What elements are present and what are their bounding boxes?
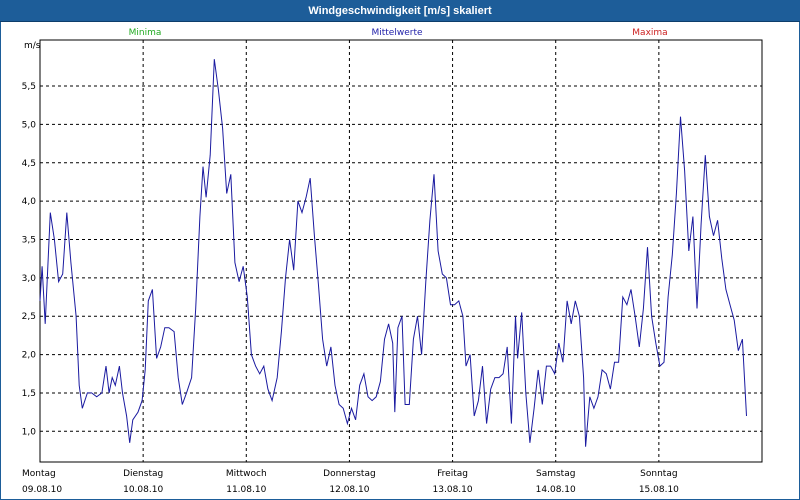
y-tick-label: 2,5 (22, 312, 36, 322)
plot-area (39, 39, 763, 463)
x-tick-date: 12.08.10 (329, 485, 369, 495)
y-tick-label: 5,5 (22, 82, 36, 92)
legend-maxima: Maxima (632, 28, 667, 38)
y-tick-label: 4,0 (22, 197, 37, 207)
x-tick-date: 09.08.10 (22, 485, 62, 495)
x-tick-date: 10.08.10 (123, 485, 163, 495)
x-tick-day: Sonntag (640, 469, 677, 479)
y-tick-labels: 1,0 1,5 2,0 2,5 3,0 3,5 4,0 4,5 5,0 5,5 (22, 82, 37, 437)
y-tick-label: 3,5 (22, 235, 36, 245)
x-tick-day: Mittwoch (226, 469, 267, 479)
x-tick-day: Dienstag (123, 469, 163, 479)
chart-title: Windgeschwindigkeit [m/s] skaliert (0, 0, 800, 22)
y-tick-label: 2,0 (22, 351, 37, 361)
x-tick-day: Freitag (437, 469, 468, 479)
x-tick-date: 15.08.10 (639, 485, 679, 495)
grid-lines (40, 40, 762, 462)
y-tick-label: 4,5 (22, 159, 36, 169)
x-tick-date: 13.08.10 (433, 485, 473, 495)
y-tick-label: 3,0 (22, 274, 37, 284)
y-axis-label: m/s (24, 41, 41, 51)
y-tick-label: 1,5 (22, 389, 36, 399)
legend-mittelwerte: Mittelwerte (371, 28, 422, 38)
x-tick-day: Samstag (536, 469, 575, 479)
series-layer (39, 59, 747, 447)
x-tick-date: 11.08.10 (226, 485, 266, 495)
y-tick-label: 5,0 (22, 120, 37, 130)
x-tick-day: Donnerstag (323, 469, 376, 479)
legend-minima: Minima (129, 28, 162, 38)
y-tick-label: 1,0 (22, 427, 37, 437)
x-tick-date: 14.08.10 (536, 485, 576, 495)
series-line-mittelwerte (39, 59, 747, 447)
x-tick-labels: Montag 09.08.10 Dienstag 10.08.10 Mittwoch 11… (22, 469, 679, 495)
x-tick-day: Montag (22, 469, 56, 479)
